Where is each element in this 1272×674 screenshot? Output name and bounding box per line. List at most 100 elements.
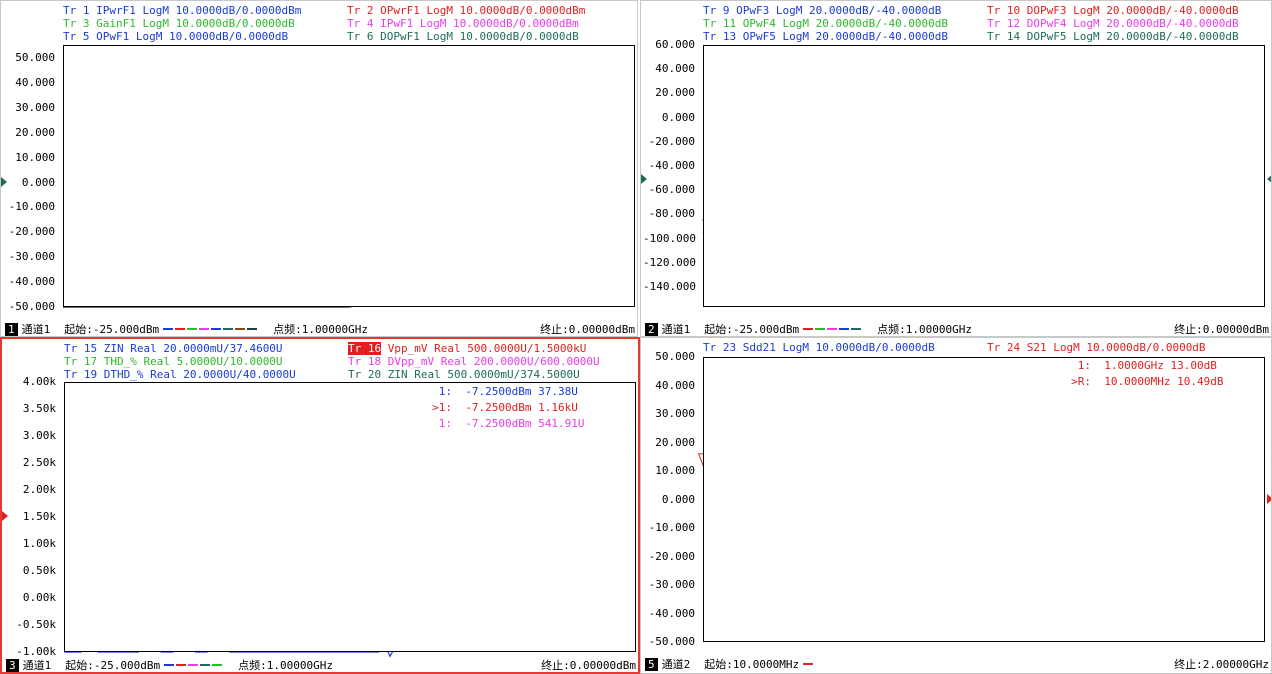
legend-item[interactable]: Tr 14 DOPwF5 LogM 20.0000dB/-40.0000dB bbox=[987, 30, 1239, 43]
legend-item[interactable]: Tr 3 GainF1 LogM 10.0000dB/0.0000dB bbox=[63, 17, 295, 30]
legend-item[interactable]: Tr 13 OPwF5 LogM 20.0000dB/-40.0000dB bbox=[703, 30, 948, 43]
stop-value[interactable]: 终止:0.00000dBm bbox=[1174, 323, 1269, 336]
trace-id: Tr 16 bbox=[348, 342, 382, 355]
ref-arrow-right[interactable] bbox=[1267, 174, 1272, 184]
start-value[interactable]: 起始:10.0000MHz bbox=[704, 658, 800, 671]
trace-color-swatch bbox=[803, 328, 814, 330]
legend-item[interactable]: Tr 12 DOPwF4 LogM 20.0000dB/-40.0000dB bbox=[987, 17, 1239, 30]
y-tick-label: 60.000 bbox=[655, 38, 695, 51]
legend-item[interactable]: Tr 4 IPwF1 LogM 10.0000dB/0.0000dBm bbox=[347, 17, 579, 30]
trace-id: Tr 1 bbox=[63, 4, 90, 17]
window-number-badge[interactable]: 1 bbox=[5, 323, 18, 336]
cw-freq[interactable]: 点频:1.00000GHz bbox=[877, 323, 972, 336]
ref-arrow-left[interactable] bbox=[1, 177, 7, 187]
trace-id: Tr 12 bbox=[987, 17, 1021, 30]
ref-arrow-left[interactable] bbox=[2, 511, 8, 521]
plot-area-4[interactable] bbox=[703, 357, 1265, 642]
legend-item[interactable]: Tr 19 DTHD_% Real 20.0000U/40.0000U bbox=[64, 368, 296, 381]
channel-label[interactable]: 通道1 bbox=[22, 659, 52, 672]
stop-value[interactable]: 终止:0.00000dBm bbox=[540, 323, 635, 336]
trace-desc: DOPwF5 LogM 20.0000dB/-40.0000dB bbox=[1020, 30, 1239, 43]
trace-desc: S21 LogM 10.0000dB/0.0000dB bbox=[1020, 341, 1206, 354]
marker-label: 1: bbox=[438, 385, 452, 398]
trace-color-swatch bbox=[164, 664, 175, 666]
stop-value[interactable]: 终止:2.00000GHz bbox=[1174, 658, 1269, 671]
trace-color-swatch bbox=[839, 328, 850, 330]
y-tick-label: -20.000 bbox=[8, 225, 55, 239]
trace-desc: DOPwF4 LogM 20.0000dB/-40.0000dB bbox=[1020, 17, 1239, 30]
legend-item[interactable]: Tr 5 OPwF1 LogM 10.0000dB/0.0000dB bbox=[63, 30, 288, 43]
pane-3[interactable]: Tr 15 ZIN Real 20.0000mU/37.4600U Tr 16 V… bbox=[0, 337, 640, 674]
y-tick-label: 30.000 bbox=[15, 100, 55, 114]
legend-item[interactable]: Tr 15 ZIN Real 20.0000mU/37.4600U bbox=[64, 342, 283, 355]
window-number-badge[interactable]: 3 bbox=[6, 659, 19, 672]
channel-label[interactable]: 通道1 bbox=[661, 323, 691, 336]
y-tick-label: 2.50k bbox=[22, 456, 56, 469]
plot-area-2[interactable] bbox=[703, 45, 1265, 307]
y-tick-label: 30.000 bbox=[655, 407, 695, 420]
y-tick-label: -40.000 bbox=[648, 606, 695, 620]
y-tick-label: 3.00k bbox=[22, 429, 56, 442]
pane-1[interactable]: Tr 1 IPwrF1 LogM 10.0000dB/0.0000dBm Tr 2… bbox=[0, 0, 638, 337]
window-number-badge[interactable]: 2 bbox=[645, 323, 658, 336]
y-tick-label: 10.000 bbox=[15, 150, 55, 164]
legend-item[interactable]: Tr 11 OPwF4 LogM 20.0000dB/-40.0000dB bbox=[703, 17, 948, 30]
y-tick-label: 0.000 bbox=[661, 492, 695, 506]
footer-pane-3: 3 通道1 起始:-25.000dBm 点频:1.00000GHz 终止:0.00000… bbox=[6, 657, 636, 672]
legend-item[interactable]: Tr 6 DOPwF1 LogM 10.0000dB/0.0000dB bbox=[347, 30, 579, 43]
channel-label[interactable]: 通道1 bbox=[21, 323, 51, 336]
ref-arrow-right[interactable] bbox=[1267, 494, 1272, 504]
start-value[interactable]: 起始:-25.000dBm bbox=[64, 323, 160, 336]
y-tick-label: 1.00k bbox=[22, 537, 56, 550]
window-number-badge[interactable]: 5 bbox=[645, 658, 658, 671]
trace-desc: OPwF1 LogM 10.0000dB/0.0000dB bbox=[89, 30, 289, 43]
trace-id: Tr 17 bbox=[64, 355, 98, 368]
y-tick-label: -40.000 bbox=[8, 275, 55, 289]
cw-freq[interactable]: 点频:1.00000GHz bbox=[273, 323, 368, 336]
y-tick-label: 40.000 bbox=[15, 75, 55, 89]
stop-value[interactable]: 终止:0.00000dBm bbox=[541, 659, 636, 672]
ref-arrow-left[interactable] bbox=[641, 174, 647, 184]
trace-id: Tr 11 bbox=[703, 17, 737, 30]
legend-item[interactable]: Tr 20 ZIN Real 500.0000mU/374.5000U bbox=[348, 368, 580, 381]
start-value[interactable]: 起始:-25.000dBm bbox=[704, 323, 800, 336]
trace-desc: OPwF5 LogM 20.0000dB/-40.0000dB bbox=[736, 30, 949, 43]
marker-readout: 1: -7.2500dBm 541.91U bbox=[422, 417, 585, 430]
marker-readout: >1: -7.2500dBm 1.16kU bbox=[422, 401, 578, 414]
legend-item[interactable]: Tr 10 DOPwF3 LogM 20.0000dB/-40.0000dB bbox=[987, 4, 1239, 17]
y-tick-label: -30.000 bbox=[8, 250, 55, 264]
plot-area-1[interactable] bbox=[63, 45, 635, 307]
trace-id: Tr 15 bbox=[64, 342, 98, 355]
y-tick-label: 40.000 bbox=[655, 378, 695, 392]
trace-color-swatch bbox=[827, 328, 838, 330]
trace-desc: OPwF3 LogM 20.0000dB/-40.0000dB bbox=[729, 4, 942, 17]
y-tick-label: 0.50k bbox=[22, 564, 56, 577]
trace-desc: Sdd21 LogM 10.0000dB/0.0000dB bbox=[736, 341, 935, 354]
trace-desc: GainF1 LogM 10.0000dB/0.0000dB bbox=[89, 17, 295, 30]
y-tick-label: -30.000 bbox=[648, 578, 695, 591]
y-tick-label: -10.000 bbox=[648, 521, 695, 534]
legend-item[interactable]: Tr 23 Sdd21 LogM 10.0000dB/0.0000dB bbox=[703, 341, 935, 354]
trace-color-legend bbox=[803, 658, 815, 671]
start-value[interactable]: 起始:-25.000dBm bbox=[65, 659, 161, 672]
marker-value: 1.0000GHz 13.00dB bbox=[1091, 359, 1217, 372]
trace-desc: OPwrF1 LogM 10.0000dB/0.0000dBm bbox=[373, 4, 586, 17]
marker-value: 10.0000MHz 10.49dB bbox=[1091, 375, 1224, 388]
trace-desc: Vpp_mV Real 500.0000U/1.5000kU bbox=[381, 342, 587, 355]
pane-2[interactable]: Tr 9 OPwF3 LogM 20.0000dB/-40.0000dB Tr 1… bbox=[640, 0, 1272, 337]
legend-item[interactable]: Tr 17 THD_% Real 5.0000U/10.0000U bbox=[64, 355, 283, 368]
trace-desc: DTHD_% Real 20.0000U/40.0000U bbox=[97, 368, 296, 381]
y-tick-label: -0.50k bbox=[16, 618, 56, 631]
legend-item[interactable]: Tr 16 Vpp_mV Real 500.0000U/1.5000kU bbox=[348, 342, 586, 355]
legend-item[interactable]: Tr 1 IPwrF1 LogM 10.0000dB/0.0000dBm bbox=[63, 4, 301, 17]
legend-item[interactable]: Tr 24 S21 LogM 10.0000dB/0.0000dB bbox=[987, 341, 1206, 354]
legend-item[interactable]: Tr 18 DVpp_mV Real 200.0000U/600.0000U bbox=[348, 355, 600, 368]
channel-label[interactable]: 通道2 bbox=[661, 658, 691, 671]
pane-4[interactable]: Tr 23 Sdd21 LogM 10.0000dB/0.0000dB Tr 24… bbox=[640, 337, 1272, 674]
footer-pane-2: 2 通道1 起始:-25.000dBm 点频:1.00000GHz 终止:0.00000… bbox=[645, 321, 1269, 336]
y-tick-label: 20.000 bbox=[15, 125, 55, 139]
legend-item[interactable]: Tr 9 OPwF3 LogM 20.0000dB/-40.0000dB bbox=[703, 4, 941, 17]
plot-area-3[interactable] bbox=[64, 382, 636, 652]
legend-item[interactable]: Tr 2 OPwrF1 LogM 10.0000dB/0.0000dBm bbox=[347, 4, 585, 17]
cw-freq[interactable]: 点频:1.00000GHz bbox=[238, 659, 333, 672]
